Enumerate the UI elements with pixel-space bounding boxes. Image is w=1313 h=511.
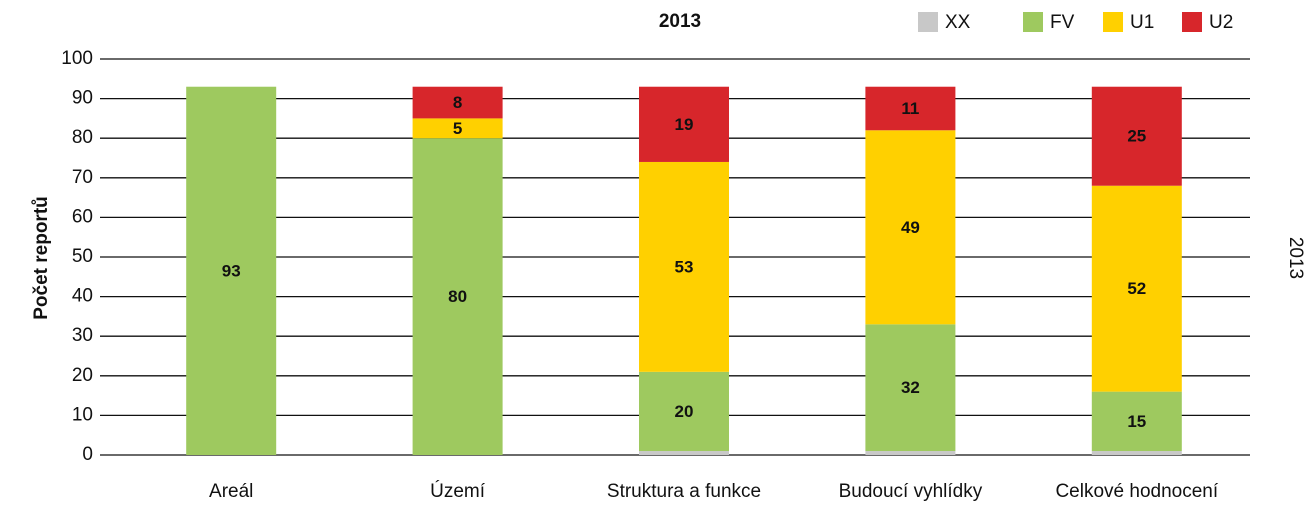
right-label: 2013 [1285,237,1306,279]
data-label: 20 [675,402,694,421]
bar-segment [865,451,956,455]
legend-label: U2 [1209,12,1233,33]
y-tick-label: 60 [72,206,93,227]
y-tick-label: 70 [72,167,93,188]
data-label: 93 [222,261,241,280]
legend-swatch [1023,12,1043,32]
y-tick-label: 40 [72,286,93,307]
bar-segment [412,118,503,139]
legend-swatch [1103,12,1123,32]
bar-segment [186,86,277,455]
y-tick-label: 30 [72,325,93,346]
legend-label: U1 [1130,12,1154,33]
chart-title: 2013 [659,11,701,32]
data-label: 32 [901,378,920,397]
bar-segment [1091,451,1182,455]
data-label: 25 [1127,127,1146,146]
bar-segment [1091,185,1182,392]
data-label: 52 [1127,279,1146,298]
bar-segment [865,130,956,325]
bar-segment [1091,86,1182,186]
data-label: 53 [675,257,694,276]
bar-segment [865,324,956,452]
x-tick-label: Struktura a funkce [607,481,761,502]
data-label: 15 [1127,412,1146,431]
bar-segment [639,371,729,452]
bar-segment [1091,391,1182,452]
bar-segment [865,86,956,131]
bar-segment [412,138,503,455]
legend-label: XX [945,12,971,33]
y-tick-label: 10 [72,404,93,425]
data-label: 11 [901,99,919,118]
data-label: 5 [453,119,462,138]
bar-segment [639,161,729,372]
x-tick-label: Území [430,480,486,502]
bar-segment [412,86,503,119]
x-tick-label: Areál [209,481,253,502]
y-axis-label: Počet reportů [31,196,52,320]
legend-swatch [1182,12,1202,32]
x-tick-label: Budoucí vyhlídky [839,481,983,502]
legend-swatch [918,12,938,32]
bar-segment [639,86,729,162]
data-label: 49 [901,218,920,237]
y-tick-label: 90 [72,88,93,109]
y-tick-label: 0 [82,444,93,465]
bar-segment [639,451,729,455]
y-tick-label: 20 [72,365,93,386]
data-label: 8 [453,93,462,112]
y-tick-label: 80 [72,127,93,148]
legend-label: FV [1050,12,1075,33]
y-tick-label: 100 [61,48,93,69]
y-tick-label: 50 [72,246,93,267]
data-label: 80 [448,287,467,306]
data-label: 19 [675,115,694,134]
x-tick-label: Celkové hodnocení [1055,481,1218,502]
